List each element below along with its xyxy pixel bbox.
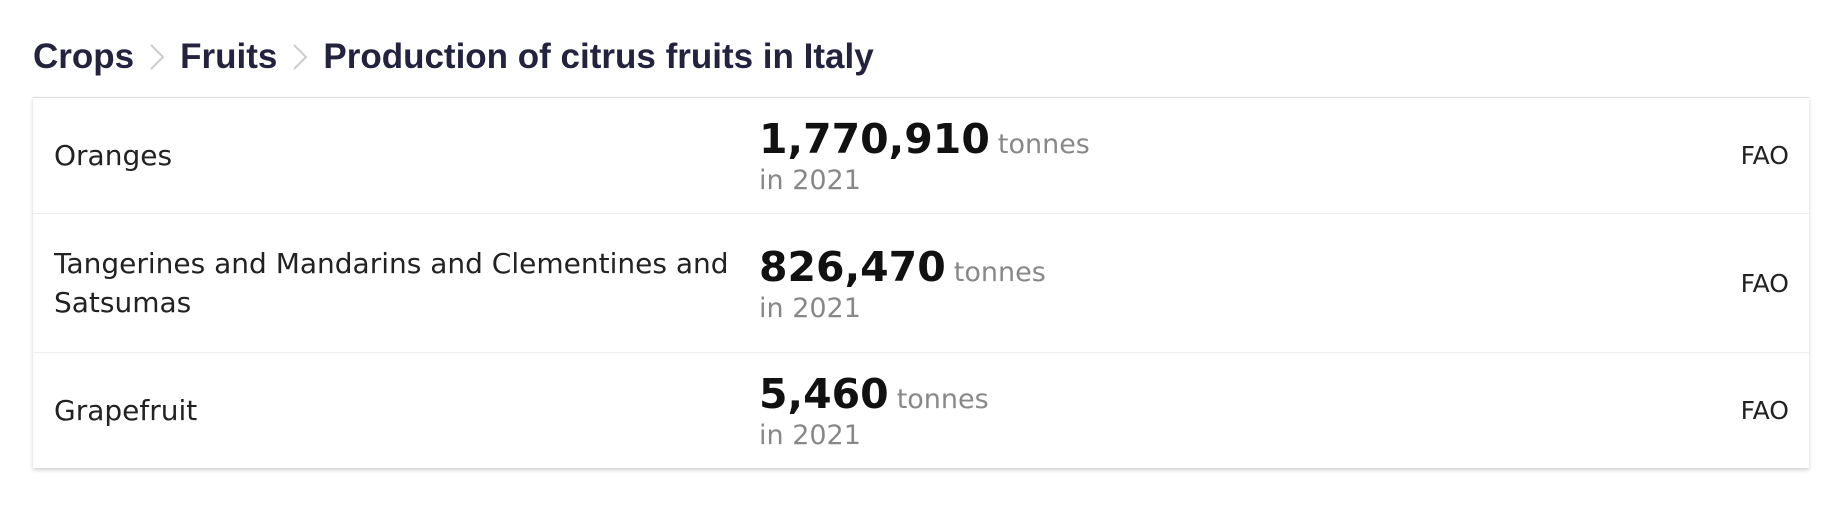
- row-name: Oranges: [54, 139, 173, 172]
- row-name: Grapefruit: [54, 394, 198, 427]
- period: in 2021: [759, 292, 861, 324]
- breadcrumb-link[interactable]: Crops: [33, 37, 135, 76]
- row-value: 5,460 tonnes in 2021: [759, 370, 1741, 451]
- source[interactable]: FAO: [1740, 396, 1789, 425]
- value-line: 826,470 tonnes: [759, 243, 1741, 291]
- breadcrumb: Crops Fruits Production of citrus fruits…: [33, 32, 874, 82]
- value: 826,470: [759, 242, 946, 291]
- table-row: Oranges 1,770,910 tonnes in 2021 FAO: [33, 98, 1809, 213]
- unit: tonnes: [953, 256, 1046, 288]
- value-line: 5,460 tonnes: [759, 370, 1741, 418]
- chevron: [150, 44, 165, 70]
- breadcrumb-current: Production of citrus fruits in Italy: [323, 37, 874, 76]
- period: in 2021: [759, 420, 861, 451]
- period: in 2021: [759, 165, 861, 196]
- row-value: 1,770,910 tonnes in 2021: [759, 115, 1741, 196]
- table-row: Grapefruit 5,460 tonnes in 2021 FAO: [33, 352, 1809, 468]
- value: 1,770,910: [759, 115, 990, 163]
- unit: tonnes: [896, 384, 989, 415]
- breadcrumb-link[interactable]: Fruits: [180, 37, 278, 76]
- source[interactable]: FAO: [1740, 268, 1789, 298]
- table: Oranges 1,770,910 tonnes in 2021 FAO Tangerin…: [33, 97, 1809, 468]
- source[interactable]: FAO: [1740, 141, 1789, 170]
- row-value: 826,470 tonnes in 2021: [759, 243, 1741, 324]
- row-name: Tangerines and Mandarins and Clementines…: [54, 247, 729, 319]
- value-line: 1,770,910 tonnes: [759, 115, 1741, 163]
- chevron: [293, 44, 308, 70]
- value: 5,460: [759, 370, 889, 418]
- table-row: Tangerines and Mandarins and Clementines…: [33, 213, 1809, 352]
- unit: tonnes: [997, 129, 1090, 160]
